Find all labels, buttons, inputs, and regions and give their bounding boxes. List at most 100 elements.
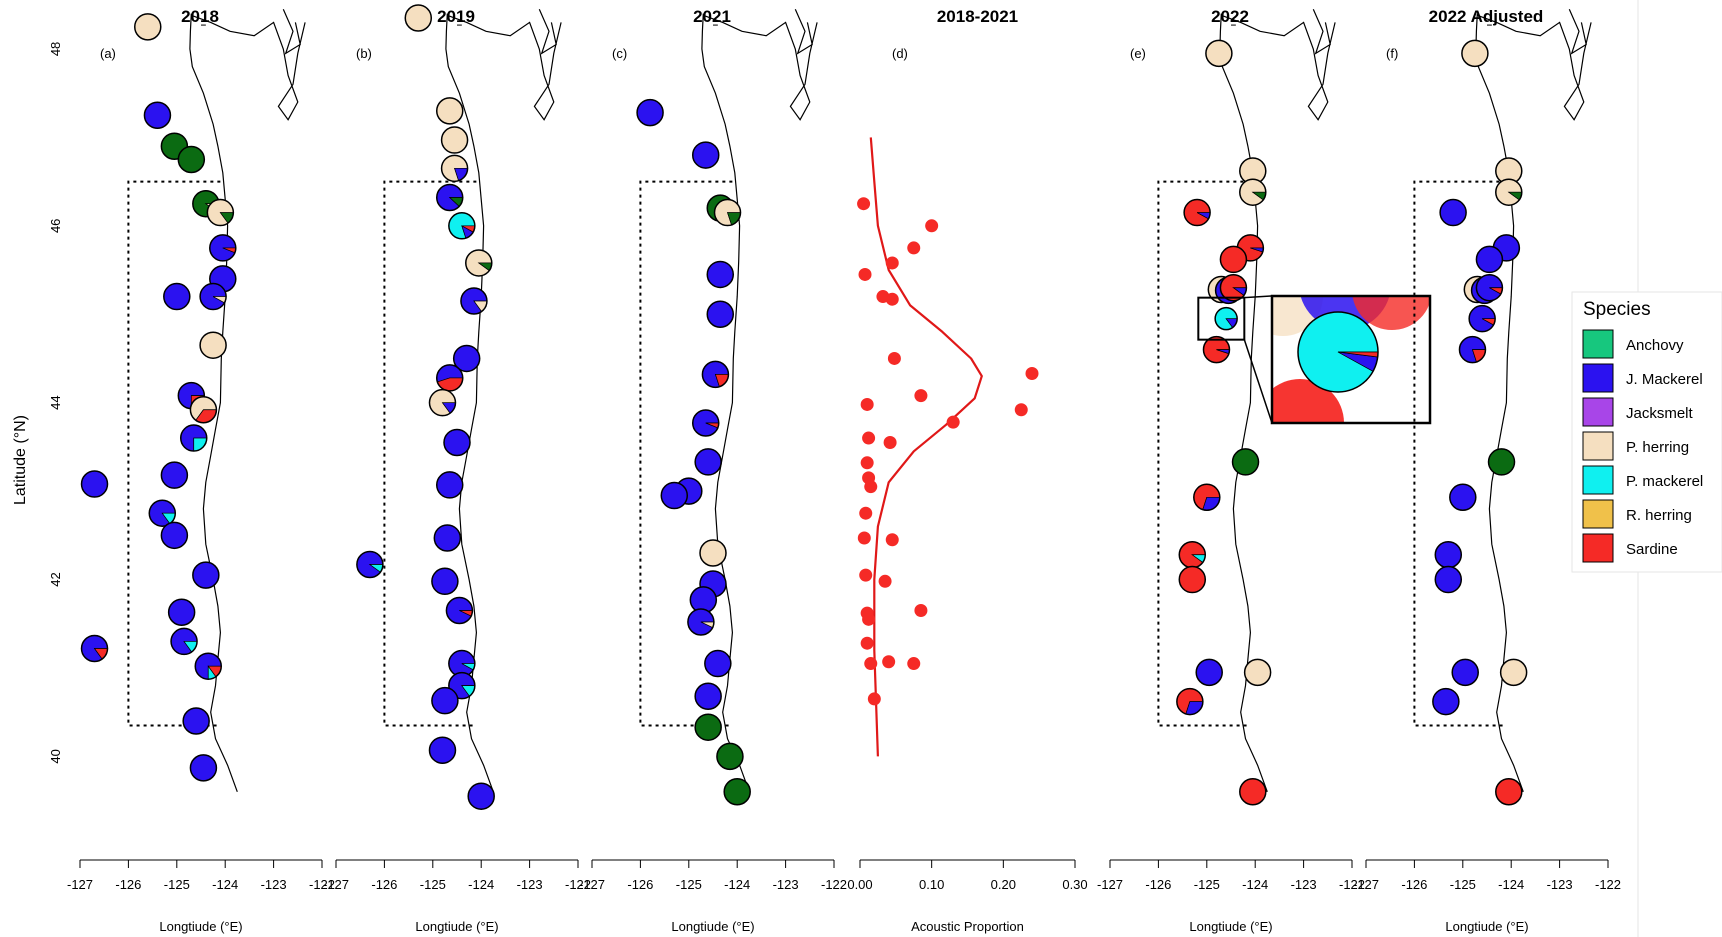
x-tick-125: -125: [676, 877, 702, 892]
pie-station: [1496, 779, 1522, 805]
puget-sound-outline: [703, 15, 817, 119]
pie-slice-j-mackerel: [444, 429, 470, 455]
pie-slice-j-mackerel: [434, 525, 460, 551]
pie-slice-j-mackerel: [161, 522, 187, 548]
inset-connector: [1244, 296, 1272, 298]
pie-slice-j-mackerel: [1450, 484, 1476, 510]
legend: SpeciesAnchovyJ. MackerelJacksmeltP. her…: [1572, 0, 1722, 937]
pie-slice-sardine: [1220, 246, 1246, 272]
pie-station: [688, 609, 714, 635]
pie-slice-sardine: [1240, 779, 1266, 805]
pie-slice-j-mackerel: [1440, 200, 1466, 226]
sound-islands-outline: [283, 9, 300, 53]
x-axis-label: Longtiude (°E): [1445, 919, 1528, 934]
lat-tick-46: 46: [48, 219, 63, 233]
pie-station: [429, 737, 455, 763]
pie-slice-j-mackerel: [1433, 689, 1459, 715]
legend-label-j-mackerel: J. Mackerel: [1626, 371, 1703, 388]
puget-sound-outline: [191, 15, 305, 119]
pie-station: [661, 483, 687, 509]
pie-station: [82, 636, 108, 662]
pie-station: [200, 284, 226, 310]
pie-station: [1206, 40, 1232, 66]
legend-label-p-herring: P. herring: [1626, 439, 1689, 456]
pie-slice-j-mackerel: [144, 102, 170, 128]
x-tick-126: -126: [1145, 877, 1171, 892]
scatter-point: [907, 657, 920, 670]
x-tick-125: -125: [164, 877, 190, 892]
panel-letter: (f): [1386, 46, 1398, 61]
pie-station: [207, 200, 233, 226]
x-tick-125: -125: [420, 877, 446, 892]
x-tick-126: -126: [115, 877, 141, 892]
pie-station: [1215, 308, 1237, 330]
scatter-point: [888, 352, 901, 365]
pie-station: [1452, 659, 1478, 685]
pie-station: [1240, 779, 1266, 805]
pie-slice-j-mackerel: [1476, 246, 1502, 272]
pie-station: [405, 5, 431, 31]
pie-slice-j-mackerel: [432, 568, 458, 594]
scatter-point: [868, 692, 881, 705]
x-tick-122: -122: [821, 877, 847, 892]
pie-slice-j-mackerel: [707, 261, 733, 287]
pie-station: [144, 102, 170, 128]
x-tick-124: -124: [212, 877, 238, 892]
pie-slice-p-herring: [1206, 40, 1232, 66]
x-tick-0-30: 0.30: [1062, 877, 1087, 892]
legend-label-p-mackerel: P. mackerel: [1626, 473, 1703, 490]
pie-station: [446, 597, 472, 623]
pie-station: [1496, 179, 1522, 205]
pie-station: [442, 155, 468, 181]
x-axis-label: Longtiude (°E): [671, 919, 754, 934]
pie-station: [1179, 567, 1205, 593]
legend-label-r-herring: R. herring: [1626, 507, 1692, 524]
pie-slice-j-mackerel: [183, 708, 209, 734]
pie-station: [437, 185, 463, 211]
pie-station: [1462, 40, 1488, 66]
pie-slice-j-mackerel: [637, 100, 663, 126]
inset-neighbor-sardine: [1352, 250, 1432, 330]
legend-label-jacksmelt: Jacksmelt: [1626, 405, 1694, 422]
scatter-point: [859, 569, 872, 582]
pie-station: [442, 127, 468, 153]
scatter-point: [859, 507, 872, 520]
pie-slice-green: [724, 779, 750, 805]
pie-station: [1184, 200, 1210, 226]
lat-tick-42: 42: [48, 572, 63, 586]
lat-tick-44: 44: [48, 395, 63, 409]
pie-station: [437, 365, 463, 391]
x-tick-123: -123: [1291, 877, 1317, 892]
pie-station: [1435, 542, 1461, 568]
panel-2018: 2018(a)Longtiude (°E)-127 -126 -125 -124 -12…: [67, 7, 335, 934]
pie-slice-green: [1233, 449, 1259, 475]
panel-title: 2022 Adjusted: [1429, 7, 1544, 26]
panel-letter: (a): [100, 46, 116, 61]
scatter-point: [1026, 367, 1039, 380]
pie-slice-j-mackerel: [82, 471, 108, 497]
pie-station: [1459, 337, 1485, 363]
pie-station: [1240, 179, 1266, 205]
pie-station: [468, 783, 494, 809]
panel-letter: (c): [612, 46, 627, 61]
pie-slice-p-herring: [1501, 659, 1527, 685]
scatter-point: [861, 398, 874, 411]
panel-letter: (e): [1130, 46, 1146, 61]
pie-slice-green: [717, 743, 743, 769]
scatter-point: [857, 197, 870, 210]
scatter-point: [879, 575, 892, 588]
pie-station: [181, 425, 207, 451]
scatter-point: [925, 219, 938, 232]
legend-label-anchovy: Anchovy: [1626, 337, 1684, 354]
pie-station: [1233, 449, 1259, 475]
pie-slice-p-herring: [405, 5, 431, 31]
legend-label-sardine: Sardine: [1626, 541, 1678, 558]
x-tick-124: -124: [1242, 877, 1268, 892]
pie-slice-j-mackerel: [161, 462, 187, 488]
x-axis-label: Longtiude (°E): [1189, 919, 1272, 934]
panel-letter: (d): [892, 46, 908, 61]
pie-station: [702, 361, 728, 387]
puget-sound-outline: [447, 15, 561, 119]
sound-islands-outline: [795, 9, 812, 53]
